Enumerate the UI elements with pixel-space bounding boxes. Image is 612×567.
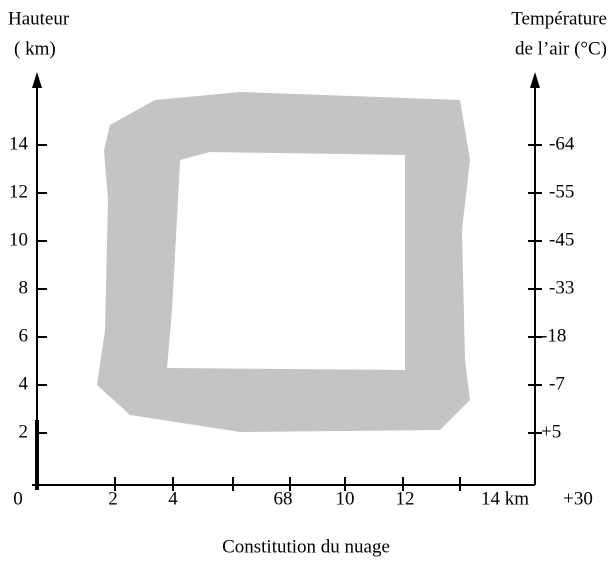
tick-label: 14 km xyxy=(481,488,529,509)
tick-label: 14 xyxy=(9,133,29,154)
cloud-shape xyxy=(97,92,470,432)
tick-label: -55 xyxy=(549,181,574,202)
axis-title: Température xyxy=(511,8,607,29)
axis-title: de l’air (°C) xyxy=(515,38,607,59)
tick-label: 2 xyxy=(19,421,29,442)
axis-title: Hauteur xyxy=(8,8,70,29)
tick-label: +30 xyxy=(563,488,593,509)
tick-label: +5 xyxy=(541,421,561,442)
ticks xyxy=(37,144,542,491)
tick-label: 4 xyxy=(19,373,29,394)
tick-label: 68 xyxy=(274,488,293,509)
tick-label: 6 xyxy=(19,325,29,346)
tick-label: 8 xyxy=(19,277,29,298)
arrow xyxy=(32,72,42,88)
tick-label: 12 xyxy=(396,488,415,509)
axis-title: ( km) xyxy=(14,38,56,59)
tick-label: 2 xyxy=(108,488,118,509)
tick-label: -7 xyxy=(549,373,565,394)
tick-label: -18 xyxy=(541,325,566,346)
arrow xyxy=(530,72,540,88)
tick-label: 10 xyxy=(9,229,28,250)
tick-label: 10 xyxy=(336,488,355,509)
tick-label: 4 xyxy=(168,488,178,509)
tick-label: -33 xyxy=(549,277,574,298)
tick-label: -64 xyxy=(549,133,575,154)
tick-label: -45 xyxy=(549,229,574,250)
tick-label: 12 xyxy=(9,181,28,202)
axis-title: Constitution du nuage xyxy=(222,536,390,557)
tick-label: 0 xyxy=(13,488,23,509)
